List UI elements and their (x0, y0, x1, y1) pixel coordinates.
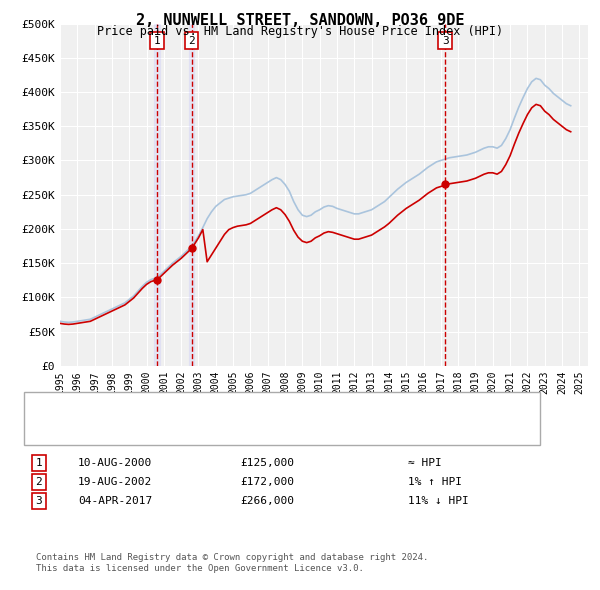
Text: 2, NUNWELL STREET, SANDOWN, PO36 9DE (detached house): 2, NUNWELL STREET, SANDOWN, PO36 9DE (de… (75, 398, 406, 407)
Text: 3: 3 (35, 496, 43, 506)
Bar (154, 24, 160, 366)
Text: 2: 2 (35, 477, 43, 487)
Text: ≈ HPI: ≈ HPI (408, 458, 442, 468)
Text: ——: —— (51, 412, 68, 426)
Text: 10-AUG-2000: 10-AUG-2000 (78, 458, 152, 468)
Text: 1: 1 (35, 458, 43, 468)
Text: 19-AUG-2002: 19-AUG-2002 (78, 477, 152, 487)
Text: HPI: Average price, detached house, Isle of Wight: HPI: Average price, detached house, Isle… (75, 414, 381, 424)
Text: 1: 1 (154, 36, 160, 45)
Text: ——: —— (51, 395, 68, 409)
Text: £266,000: £266,000 (240, 496, 294, 506)
Text: 2: 2 (188, 36, 195, 45)
Bar (189, 24, 194, 366)
Text: £172,000: £172,000 (240, 477, 294, 487)
Text: Contains HM Land Registry data © Crown copyright and database right 2024.: Contains HM Land Registry data © Crown c… (36, 553, 428, 562)
Text: 3: 3 (442, 36, 449, 45)
Text: 2, NUNWELL STREET, SANDOWN, PO36 9DE: 2, NUNWELL STREET, SANDOWN, PO36 9DE (136, 13, 464, 28)
Text: Price paid vs. HM Land Registry's House Price Index (HPI): Price paid vs. HM Land Registry's House … (97, 25, 503, 38)
Text: 1% ↑ HPI: 1% ↑ HPI (408, 477, 462, 487)
Text: 04-APR-2017: 04-APR-2017 (78, 496, 152, 506)
Text: £125,000: £125,000 (240, 458, 294, 468)
Text: This data is licensed under the Open Government Licence v3.0.: This data is licensed under the Open Gov… (36, 564, 364, 573)
Text: 11% ↓ HPI: 11% ↓ HPI (408, 496, 469, 506)
